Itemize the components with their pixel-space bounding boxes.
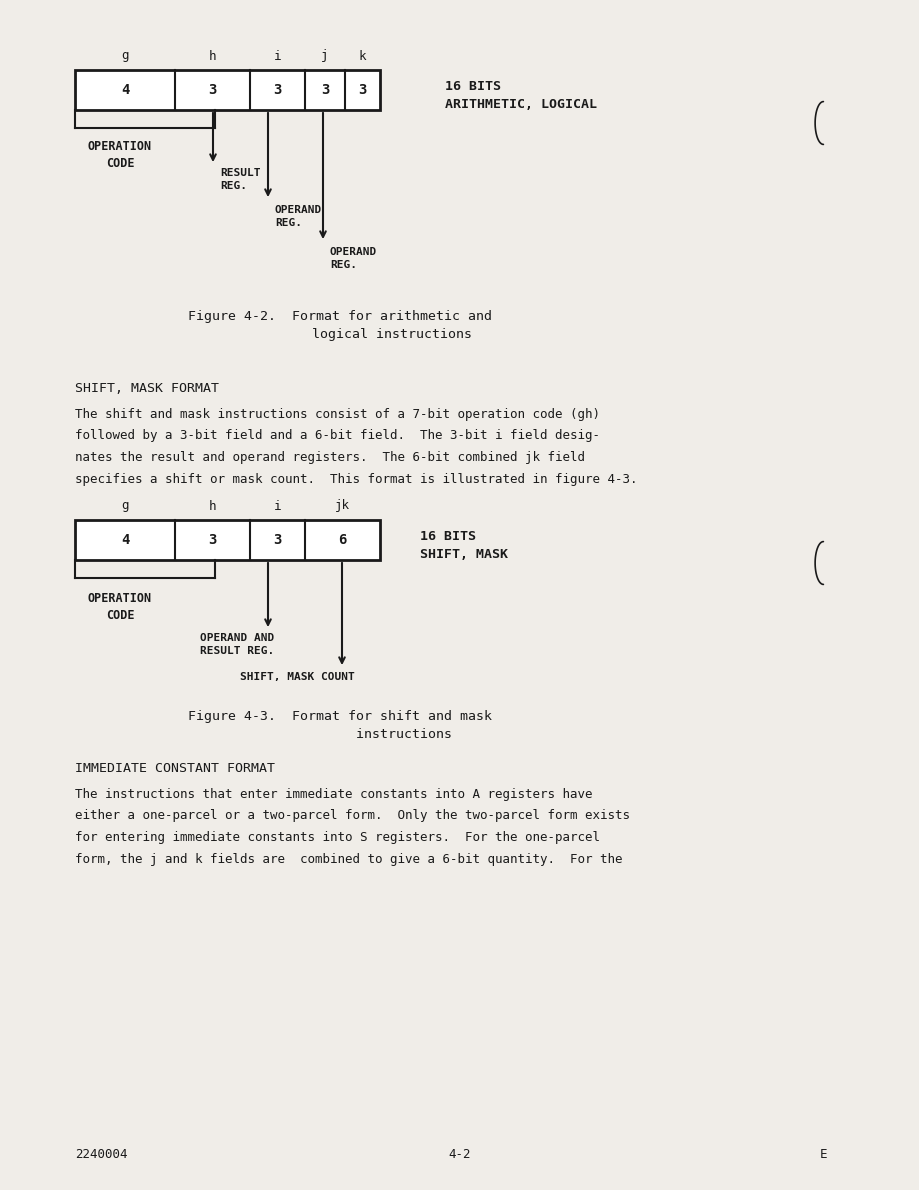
Text: 3: 3 xyxy=(273,83,281,98)
Text: The instructions that enter immediate constants into A registers have
either a o: The instructions that enter immediate co… xyxy=(75,788,630,865)
Text: 3: 3 xyxy=(357,83,367,98)
Text: The shift and mask instructions consist of a 7-bit operation code (gh)
followed : The shift and mask instructions consist … xyxy=(75,408,637,486)
Text: OPERATION
CODE: OPERATION CODE xyxy=(88,591,152,622)
Text: g: g xyxy=(121,50,129,63)
Text: j: j xyxy=(321,50,328,63)
Text: g: g xyxy=(121,500,129,513)
Text: RESULT
REG.: RESULT REG. xyxy=(220,168,260,192)
Text: 16 BITS
SHIFT, MASK: 16 BITS SHIFT, MASK xyxy=(420,530,507,560)
Text: jk: jk xyxy=(335,500,349,513)
Text: SHIFT, MASK COUNT: SHIFT, MASK COUNT xyxy=(240,672,355,682)
Text: SHIFT, MASK FORMAT: SHIFT, MASK FORMAT xyxy=(75,382,219,395)
Text: i: i xyxy=(274,50,281,63)
Text: OPERAND AND
RESULT REG.: OPERAND AND RESULT REG. xyxy=(199,633,274,656)
Bar xyxy=(75,70,380,109)
Text: OPERAND
REG.: OPERAND REG. xyxy=(330,248,377,270)
Text: 3: 3 xyxy=(208,533,217,547)
Text: Figure 4-3.  Format for shift and mask
                instructions: Figure 4-3. Format for shift and mask in… xyxy=(187,710,492,741)
Text: 16 BITS
ARITHMETIC, LOGICAL: 16 BITS ARITHMETIC, LOGICAL xyxy=(445,80,596,111)
Text: OPERAND
REG.: OPERAND REG. xyxy=(275,205,322,228)
Text: h: h xyxy=(209,50,216,63)
Text: i: i xyxy=(274,500,281,513)
Text: 6: 6 xyxy=(338,533,346,547)
Text: 4-2: 4-2 xyxy=(448,1148,471,1161)
Text: 2240004: 2240004 xyxy=(75,1148,128,1161)
Text: 3: 3 xyxy=(273,533,281,547)
Text: 4: 4 xyxy=(120,83,129,98)
Text: OPERATION
CODE: OPERATION CODE xyxy=(88,140,152,170)
Text: k: k xyxy=(358,50,366,63)
Text: IMMEDIATE CONSTANT FORMAT: IMMEDIATE CONSTANT FORMAT xyxy=(75,762,275,775)
Text: 4: 4 xyxy=(120,533,129,547)
Text: 3: 3 xyxy=(321,83,329,98)
Text: 3: 3 xyxy=(208,83,217,98)
Text: E: E xyxy=(819,1148,826,1161)
Text: h: h xyxy=(209,500,216,513)
Bar xyxy=(75,520,380,560)
Text: Figure 4-2.  Format for arithmetic and
             logical instructions: Figure 4-2. Format for arithmetic and lo… xyxy=(187,311,492,342)
